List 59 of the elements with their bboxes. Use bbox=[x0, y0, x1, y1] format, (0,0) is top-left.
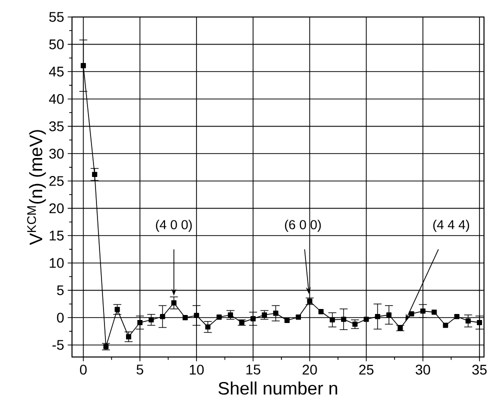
point bbox=[182, 315, 188, 320]
point bbox=[114, 306, 120, 312]
y-tick-label: 20 bbox=[49, 203, 64, 214]
point bbox=[216, 314, 222, 320]
point bbox=[239, 320, 244, 326]
x-tick-label: 30 bbox=[416, 364, 430, 375]
x-tick-label: 15 bbox=[246, 364, 260, 375]
y-tick-label: 15 bbox=[50, 230, 64, 241]
x-tick-label: 35 bbox=[472, 364, 487, 375]
point bbox=[476, 320, 482, 326]
point bbox=[442, 322, 448, 328]
point bbox=[160, 314, 166, 320]
point bbox=[364, 316, 369, 322]
point bbox=[466, 318, 471, 324]
y-tick-label: 5 bbox=[57, 285, 64, 296]
point bbox=[420, 308, 426, 314]
point bbox=[284, 318, 290, 323]
point bbox=[137, 320, 143, 326]
y-tick-label: 25 bbox=[49, 176, 64, 186]
point bbox=[92, 172, 98, 178]
annotation: (4 4 4) bbox=[433, 220, 470, 232]
point bbox=[250, 316, 256, 322]
point bbox=[80, 63, 86, 68]
x-tick-label: 0 bbox=[80, 364, 87, 375]
point bbox=[171, 300, 176, 306]
y-tick-label: 50 bbox=[49, 39, 64, 50]
annotation: (4 0 0) bbox=[156, 220, 192, 232]
y-axis-title: V$^{KCM}$(n) (meV) bbox=[27, 130, 46, 245]
y-tick-label: 0 bbox=[57, 312, 64, 323]
y-tick-label: -5 bbox=[52, 340, 64, 350]
y-tick-label: 35 bbox=[49, 121, 64, 132]
point bbox=[454, 314, 460, 320]
point bbox=[352, 322, 358, 327]
point bbox=[330, 317, 335, 322]
point bbox=[386, 312, 392, 318]
point bbox=[273, 310, 278, 316]
point bbox=[318, 309, 324, 314]
y-tick-label: 55 bbox=[49, 12, 64, 22]
annotation: (6 0 0) bbox=[284, 220, 321, 232]
point bbox=[398, 325, 403, 331]
point bbox=[228, 312, 234, 318]
point bbox=[432, 310, 437, 315]
x-tick-label: 20 bbox=[302, 364, 317, 375]
x-axis-title: Shell number n bbox=[218, 381, 338, 395]
x-tick-label: 10 bbox=[190, 364, 204, 375]
y-tick-label: 10 bbox=[50, 258, 64, 268]
point bbox=[341, 316, 346, 322]
point bbox=[205, 324, 210, 330]
point bbox=[262, 312, 268, 318]
y-tick-label: 40 bbox=[49, 94, 64, 104]
x-tick-label: 5 bbox=[136, 364, 144, 375]
y-tick-label: 30 bbox=[49, 148, 64, 159]
y-tick-label: 45 bbox=[49, 66, 64, 77]
x-tick-label: 25 bbox=[359, 364, 374, 375]
point bbox=[126, 334, 132, 340]
point bbox=[408, 311, 414, 316]
point bbox=[148, 317, 154, 322]
point bbox=[296, 314, 301, 320]
point bbox=[375, 314, 380, 320]
